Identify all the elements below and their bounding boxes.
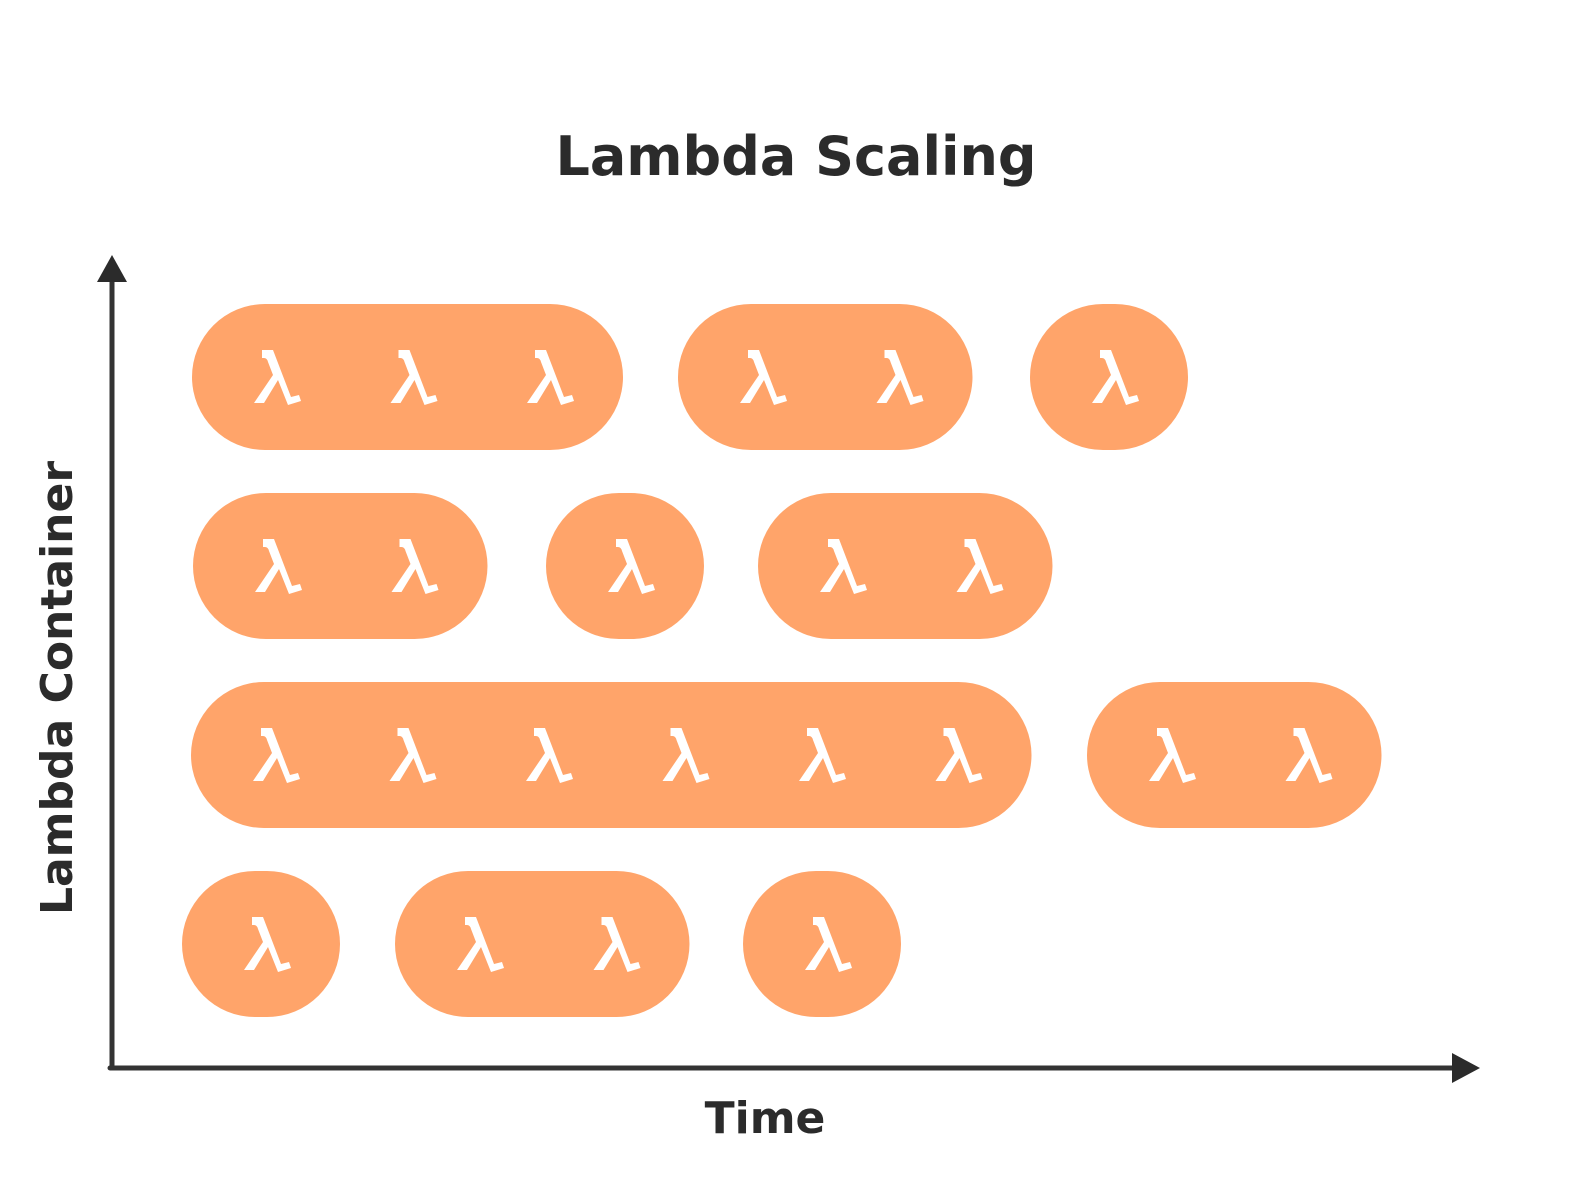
container-pill (758, 493, 1053, 639)
container-pill (743, 871, 901, 1017)
container-group (395, 871, 690, 1017)
container-row-4 (182, 871, 901, 1017)
container-pill (182, 871, 340, 1017)
y-axis-label: Lambda Container (32, 461, 83, 915)
container-pill (1087, 682, 1382, 828)
container-groups (182, 304, 1382, 1017)
container-pill (193, 493, 488, 639)
diagram-title: Lambda Scaling (555, 125, 1036, 188)
container-pill (395, 871, 690, 1017)
container-group (1030, 304, 1188, 450)
container-group (546, 493, 704, 639)
container-group (193, 493, 488, 639)
y-axis-arrowhead (97, 255, 127, 282)
y-axis (97, 255, 127, 1071)
x-axis (107, 1053, 1480, 1083)
container-group (191, 682, 1032, 828)
container-pill (1030, 304, 1188, 450)
container-row-3 (191, 682, 1382, 828)
container-group (182, 871, 340, 1017)
container-pill (546, 493, 704, 639)
container-pill (191, 682, 1032, 828)
container-group (192, 304, 623, 450)
container-group (678, 304, 973, 450)
x-axis-label: Time (705, 1093, 826, 1144)
container-group (1087, 682, 1382, 828)
container-pill (192, 304, 623, 450)
container-group (758, 493, 1053, 639)
container-group (743, 871, 901, 1017)
container-pill (678, 304, 973, 450)
container-row-1 (192, 304, 1188, 450)
x-axis-arrowhead (1452, 1053, 1480, 1083)
container-row-2 (193, 493, 1053, 639)
